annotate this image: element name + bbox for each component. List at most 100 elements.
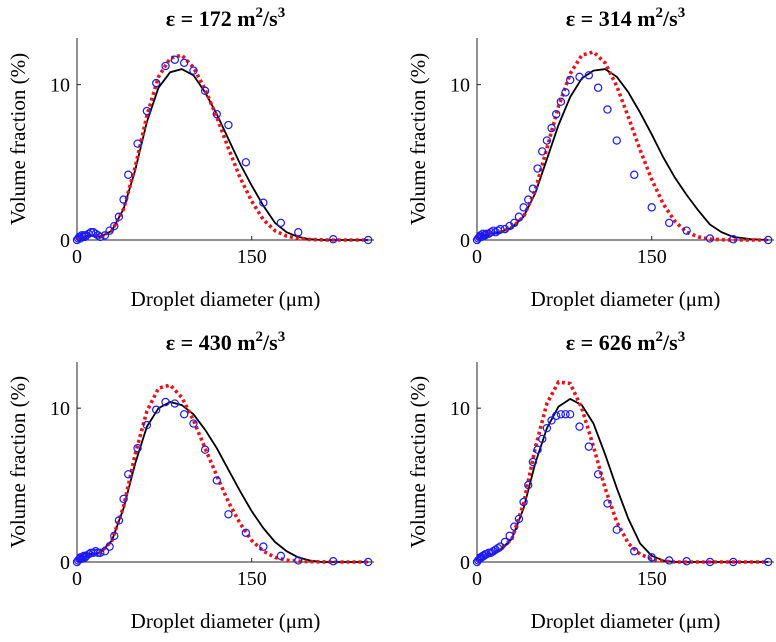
data-point <box>584 442 594 451</box>
data-point <box>556 410 566 419</box>
x-tick-label: 0 <box>472 246 482 268</box>
data-point <box>561 88 570 97</box>
data-point <box>105 226 114 235</box>
x-tick-label: 150 <box>237 246 267 268</box>
data-point <box>556 97 566 106</box>
data-point <box>533 445 542 454</box>
data-point <box>561 410 570 419</box>
data-point <box>259 198 268 207</box>
title-text: ε = 430 m <box>166 330 256 355</box>
data-point <box>493 543 503 553</box>
data-point <box>763 557 773 567</box>
title-superscript: 2 <box>656 329 664 345</box>
title-text: ε = 314 m <box>566 6 656 31</box>
data-point <box>482 229 491 238</box>
series-markers <box>472 71 773 245</box>
data-point <box>142 106 152 116</box>
series-line-solid <box>76 401 369 563</box>
data-point <box>79 551 89 561</box>
data-point <box>133 443 142 453</box>
data-point <box>510 218 519 228</box>
data-point <box>189 66 198 75</box>
data-point <box>630 170 639 179</box>
data-point <box>91 547 100 556</box>
data-point <box>84 550 93 559</box>
data-point <box>110 531 119 541</box>
data-point <box>100 547 110 556</box>
title-text: /s <box>662 6 678 31</box>
x-axis-label: Droplet diameter (μm) <box>131 287 321 311</box>
data-point <box>224 120 233 130</box>
data-point <box>241 528 251 537</box>
data-point <box>664 218 674 228</box>
data-point <box>547 416 556 425</box>
data-point <box>575 72 584 82</box>
data-point <box>603 105 612 114</box>
data-point <box>565 75 575 85</box>
data-point <box>151 405 161 414</box>
data-point <box>496 224 505 234</box>
title-superscript: 2 <box>256 329 264 345</box>
title-superscript: 2 <box>256 5 264 21</box>
data-point <box>110 221 119 231</box>
title-text: ε = 172 m <box>166 6 256 31</box>
y-axis-label: Volume fraction (%) <box>6 376 30 548</box>
data-point <box>533 164 542 173</box>
title-superscript: 3 <box>678 5 686 21</box>
data-point <box>575 422 584 431</box>
data-point <box>241 158 251 167</box>
data-point <box>603 499 612 508</box>
data-point <box>565 410 575 419</box>
data-point <box>124 170 133 179</box>
data-point <box>484 548 493 557</box>
data-point <box>519 203 528 212</box>
y-axis-label: Volume fraction (%) <box>6 53 30 225</box>
data-point <box>86 228 96 237</box>
x-tick-label: 150 <box>637 246 667 268</box>
data-point <box>294 556 303 565</box>
data-point <box>259 542 268 551</box>
chart-title: ε = 430 m2/s3 <box>166 329 285 355</box>
y-axis-label: Volume fraction (%) <box>406 53 430 225</box>
data-point <box>729 557 738 567</box>
series-line-dotted <box>76 53 369 242</box>
chart-panel-1: 0 150 0 10 ε = 172 m2/s3 Droplet diameter (μm… <box>6 5 374 311</box>
data-point <box>212 476 221 485</box>
data-point <box>161 61 170 71</box>
data-point <box>705 557 715 567</box>
y-tick-label: 10 <box>50 75 70 97</box>
data-point <box>294 228 303 237</box>
data-point <box>276 551 286 561</box>
y-tick-label: 0 <box>60 230 70 252</box>
data-point <box>528 457 538 467</box>
data-point <box>200 445 210 454</box>
chart-panel-3: 0 150 0 10 ε = 430 m2/s3 Droplet diameter (μm… <box>6 329 374 633</box>
data-point <box>524 480 533 490</box>
data-point <box>542 423 552 433</box>
data-point <box>114 516 124 525</box>
data-point <box>179 58 189 68</box>
y-tick-label: 0 <box>460 230 470 252</box>
y-tick-label: 10 <box>50 398 70 420</box>
chart-title: ε = 626 m2/s3 <box>566 329 685 355</box>
data-point <box>476 231 485 240</box>
title-text: ε = 626 m <box>566 330 656 355</box>
series-markers <box>72 55 373 245</box>
series-line-dotted <box>76 383 369 564</box>
data-point <box>524 195 533 204</box>
data-point <box>179 410 189 419</box>
title-text: /s <box>662 330 678 355</box>
series-line-dotted <box>476 50 769 242</box>
data-point <box>482 550 491 559</box>
data-point <box>500 537 510 547</box>
data-point <box>682 226 691 235</box>
series-line-dotted <box>476 380 769 564</box>
data-point <box>682 557 691 566</box>
y-tick-label: 0 <box>60 552 70 574</box>
data-point <box>496 542 505 551</box>
data-point <box>505 531 514 541</box>
x-axis-label: Droplet diameter (μm) <box>531 287 721 311</box>
x-tick-label: 0 <box>72 568 82 590</box>
data-point <box>170 55 180 64</box>
